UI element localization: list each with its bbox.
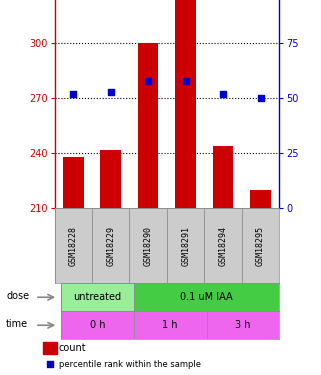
Point: [146, 78, 151, 84]
Text: 0.1 uM IAA: 0.1 uM IAA: [180, 292, 233, 302]
Bar: [138, 43, 159, 208]
Text: time: time: [6, 319, 28, 329]
Bar: [167, 208, 204, 283]
Bar: [61, 311, 134, 339]
Bar: [204, 208, 242, 283]
Bar: [43, 342, 56, 354]
Text: untreated: untreated: [73, 292, 121, 302]
Text: GSM18294: GSM18294: [219, 226, 228, 266]
Point: [71, 91, 76, 97]
Text: 0 h: 0 h: [90, 320, 105, 330]
Bar: [92, 208, 129, 283]
Bar: [206, 311, 279, 339]
Text: percentile rank within the sample: percentile rank within the sample: [59, 360, 201, 369]
Bar: [213, 146, 233, 208]
Bar: [250, 190, 271, 208]
Text: GSM18229: GSM18229: [106, 226, 115, 266]
Text: 1 h: 1 h: [162, 320, 178, 330]
Bar: [63, 157, 83, 208]
Bar: [134, 283, 279, 311]
Bar: [129, 208, 167, 283]
Text: GSM18228: GSM18228: [69, 226, 78, 266]
Point: [221, 91, 226, 97]
Point: [48, 361, 53, 367]
Point: [183, 78, 188, 84]
Text: GSM18290: GSM18290: [144, 226, 153, 266]
Point: [258, 95, 263, 101]
Text: GSM18291: GSM18291: [181, 226, 190, 266]
Text: count: count: [59, 343, 87, 353]
Bar: [134, 311, 206, 339]
Bar: [175, 0, 196, 208]
Bar: [242, 208, 279, 283]
Point: [108, 88, 113, 94]
Text: GSM18295: GSM18295: [256, 226, 265, 266]
Text: dose: dose: [6, 291, 29, 301]
Text: 3 h: 3 h: [235, 320, 251, 330]
Bar: [100, 150, 121, 208]
Bar: [61, 283, 134, 311]
Bar: [55, 208, 92, 283]
